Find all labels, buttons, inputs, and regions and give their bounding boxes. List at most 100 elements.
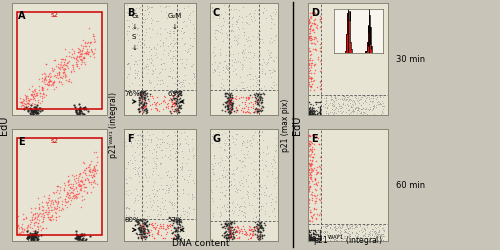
Point [344, 227, 352, 231]
Point [138, 229, 146, 233]
Point [344, 109, 352, 113]
Point [139, 231, 147, 235]
Point [178, 58, 186, 62]
Point [344, 99, 351, 103]
Point [136, 226, 144, 230]
Point [228, 226, 236, 230]
Point [235, 16, 243, 20]
Point [305, 238, 313, 242]
Point [310, 232, 318, 236]
Point [306, 235, 314, 239]
Point [149, 170, 157, 173]
Point [358, 230, 366, 234]
Point [380, 229, 388, 233]
Point [172, 226, 180, 230]
Point [352, 224, 360, 228]
Point [250, 12, 258, 16]
Point [254, 94, 262, 98]
Point [226, 221, 234, 225]
Point [223, 78, 231, 82]
Point [147, 222, 155, 226]
Point [310, 12, 318, 16]
Point [162, 96, 170, 100]
Text: ↓: ↓ [131, 45, 137, 51]
Point [306, 236, 314, 240]
Point [312, 100, 320, 104]
Point [256, 226, 264, 230]
Point [136, 77, 143, 81]
Point [221, 11, 229, 15]
Point [80, 56, 88, 60]
Point [228, 25, 236, 29]
Point [127, 141, 135, 145]
Point [26, 108, 34, 112]
Point [326, 235, 334, 239]
Point [306, 239, 314, 243]
Point [336, 236, 344, 240]
Point [310, 229, 318, 233]
Point [168, 182, 176, 186]
Point [210, 67, 218, 71]
Point [261, 72, 269, 76]
Point [28, 111, 36, 115]
Point [76, 186, 84, 190]
Point [162, 232, 170, 236]
Point [173, 222, 181, 226]
Point [306, 163, 314, 167]
Point [42, 208, 50, 212]
Point [165, 223, 173, 227]
Point [260, 223, 268, 227]
Point [314, 112, 322, 116]
Point [32, 111, 40, 115]
Point [146, 22, 154, 26]
Point [181, 74, 189, 78]
Point [76, 234, 84, 238]
Point [58, 65, 66, 69]
Point [30, 231, 38, 235]
Point [368, 101, 376, 105]
Point [226, 94, 234, 98]
Point [171, 226, 179, 230]
Point [186, 20, 194, 24]
Point [173, 236, 181, 240]
Point [140, 102, 148, 105]
Point [350, 226, 358, 230]
Point [228, 23, 235, 27]
Point [40, 214, 48, 218]
Point [76, 191, 84, 195]
Point [32, 98, 40, 102]
Point [140, 232, 148, 235]
Point [136, 90, 144, 94]
Point [304, 111, 312, 115]
Point [83, 176, 91, 180]
Point [173, 220, 181, 224]
Point [46, 78, 54, 82]
Point [210, 172, 218, 176]
Point [322, 222, 330, 226]
Point [144, 12, 152, 16]
Point [73, 196, 81, 200]
Point [208, 178, 216, 182]
Point [254, 225, 262, 229]
Point [242, 232, 250, 236]
Point [72, 193, 80, 197]
Point [350, 108, 358, 112]
Point [89, 185, 97, 189]
Point [130, 10, 138, 14]
Point [30, 235, 38, 239]
Point [78, 237, 86, 241]
Point [215, 15, 223, 19]
Point [312, 26, 320, 30]
Point [244, 152, 252, 156]
Point [25, 235, 33, 239]
Point [153, 83, 161, 87]
Point [224, 69, 232, 73]
Point [186, 19, 194, 23]
Point [260, 10, 268, 14]
Point [188, 148, 196, 152]
Point [30, 88, 38, 92]
Point [128, 153, 136, 157]
Point [258, 72, 266, 76]
Point [161, 208, 169, 212]
Point [316, 236, 324, 240]
